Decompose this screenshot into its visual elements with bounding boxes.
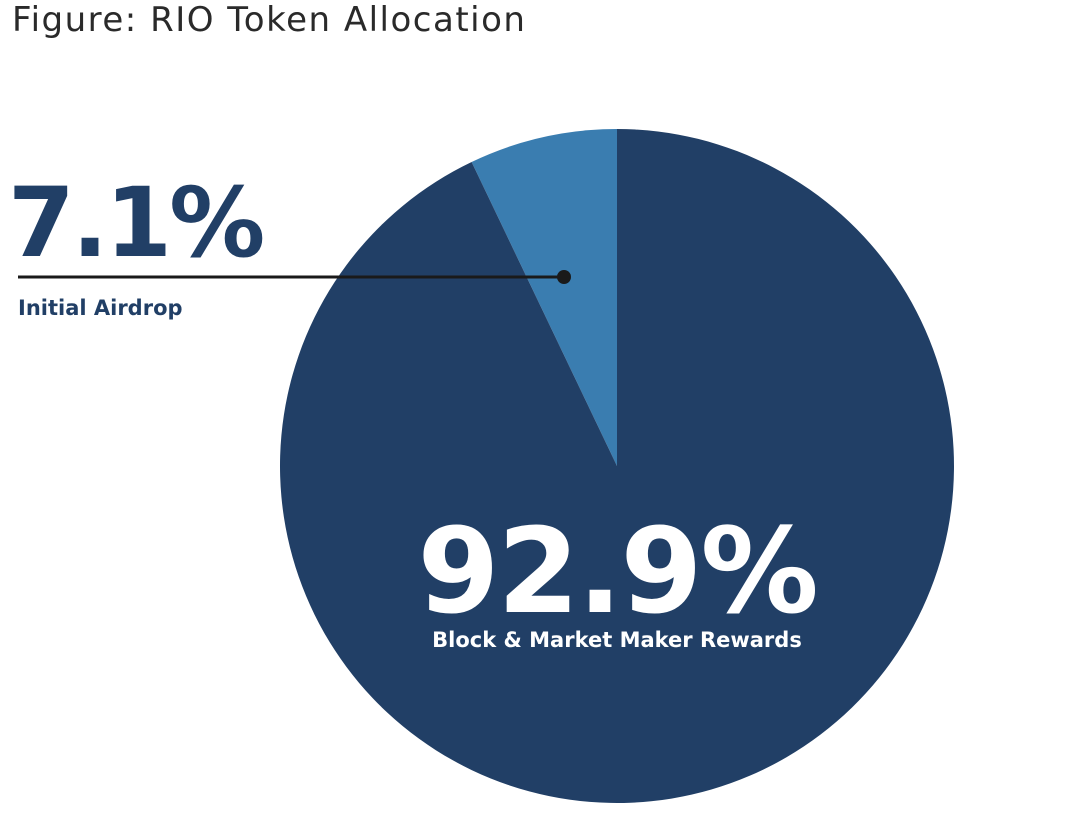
pie-slice-initial-airdrop: [471, 129, 617, 466]
pie-slice-block-market-maker-rewards: [279, 129, 954, 803]
chart-title: Figure: RIO Token Allocation: [12, 0, 527, 40]
data-label-rewards-value: 92.9%: [417, 502, 816, 640]
pie-slices: [279, 129, 954, 803]
data-label-initial-airdrop-value: 7.1%: [8, 167, 263, 279]
leader-dot: [557, 270, 571, 284]
data-label-rewards-name: Block & Market Maker Rewards: [432, 628, 802, 652]
data-label-initial-airdrop-name: Initial Airdrop: [18, 296, 183, 320]
